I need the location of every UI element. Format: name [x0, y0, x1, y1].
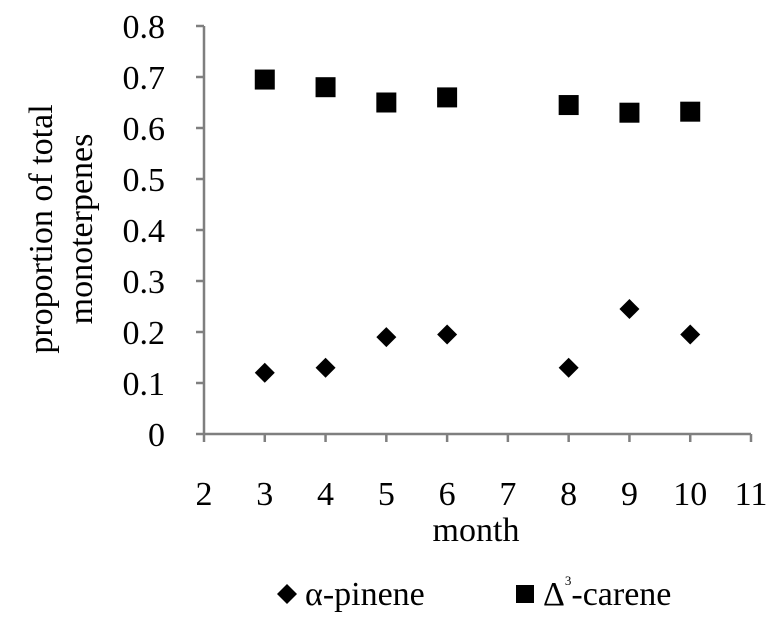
data-point-diamond — [680, 324, 701, 345]
data-point-diamond — [558, 357, 579, 378]
y-tick-label: 0.7 — [123, 60, 166, 97]
plot-area — [254, 69, 701, 383]
x-tick-label: 3 — [256, 476, 273, 513]
data-point-square — [315, 77, 336, 98]
data-point-square — [680, 101, 701, 122]
legend-label-superscript: 3 — [565, 573, 572, 588]
y-axis-title-line-1: proportion of total — [23, 104, 60, 353]
data-point-square — [376, 92, 397, 113]
x-axis-title: month — [433, 512, 520, 549]
y-tick-label: 0.2 — [123, 315, 166, 352]
series-alpha-pinene — [254, 299, 701, 383]
data-point-diamond — [437, 324, 458, 345]
data-point-diamond — [315, 357, 336, 378]
axes: 0 0.1 0.2 0.3 0.4 0.5 0.6 0.7 0.8 2 3 4 5 6 7 8 9 10 11 — [123, 9, 768, 513]
data-point-diamond — [619, 299, 640, 320]
data-point-square — [437, 87, 458, 108]
y-tick-label: 0.4 — [123, 213, 166, 250]
legend-marker-square — [516, 585, 534, 603]
legend-item-delta3-carene: Δ3-carene — [516, 573, 671, 613]
x-tick-label: 10 — [673, 476, 707, 513]
legend-label-delta3-carene: Δ3-carene — [543, 573, 671, 613]
data-point-square — [558, 95, 579, 116]
legend-label-delta: Δ — [543, 576, 565, 613]
x-tick-label: 6 — [439, 476, 456, 513]
x-tick-label: 5 — [378, 476, 395, 513]
y-axis-title: proportion of total monoterpenes — [23, 104, 100, 353]
y-tick-label: 0.6 — [123, 111, 166, 148]
y-tick-label: 0 — [148, 417, 165, 454]
legend-item-alpha-pinene: α-pinene — [277, 576, 425, 613]
legend-marker-diamond — [277, 584, 297, 604]
data-point-square — [619, 102, 640, 123]
y-tick-label: 0.1 — [123, 366, 166, 403]
x-tick-label: 8 — [560, 476, 577, 513]
y-tick-label: 0.8 — [123, 9, 166, 46]
legend-label-alpha-pinene: α-pinene — [305, 576, 425, 613]
y-tick-label: 0.3 — [123, 264, 166, 301]
legend-label-carene: -carene — [571, 576, 671, 613]
x-tick-label: 9 — [621, 476, 638, 513]
data-point-square — [254, 69, 275, 90]
x-tick-label: 11 — [735, 476, 768, 513]
y-tick-label: 0.5 — [123, 162, 166, 199]
data-point-diamond — [376, 327, 397, 348]
x-tick-label: 4 — [317, 476, 334, 513]
data-point-diamond — [254, 362, 275, 383]
y-axis-title-line-2: monoterpenes — [63, 134, 100, 325]
series-delta3-carene — [254, 69, 701, 123]
x-tick-label: 7 — [499, 476, 516, 513]
x-tick-label: 2 — [196, 476, 213, 513]
legend: α-pinene Δ3-carene — [277, 573, 671, 613]
